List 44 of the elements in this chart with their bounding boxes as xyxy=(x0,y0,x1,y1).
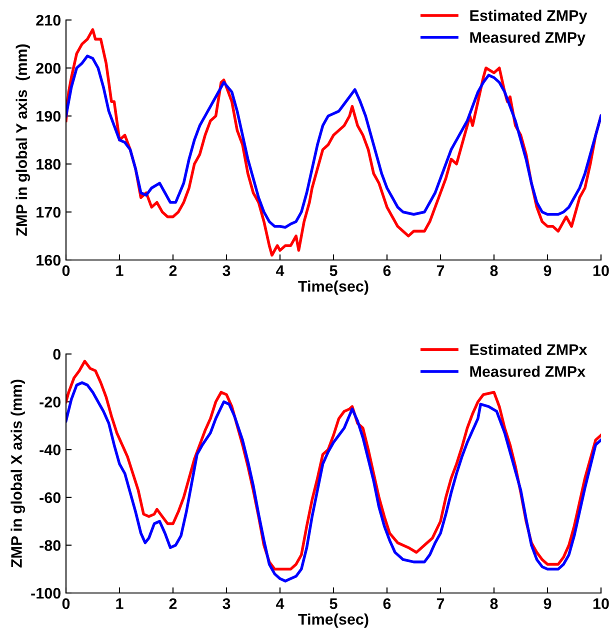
y-tick-label: 210 xyxy=(36,14,61,26)
y-tick-label: -60 xyxy=(40,492,61,504)
x-tick-label: 9 xyxy=(544,265,552,276)
y-tick-label: 160 xyxy=(36,254,61,266)
legend-label: Measured ZMPx xyxy=(470,366,586,377)
x-tick-label: 9 xyxy=(544,598,552,610)
y-tick-label: -80 xyxy=(40,540,61,551)
x-tick-label: 4 xyxy=(276,598,284,609)
x-tick-label: 1 xyxy=(116,265,124,276)
x-tick-label: 10 xyxy=(593,598,609,610)
x-tick-label: 8 xyxy=(490,265,498,276)
x-tick-label: 6 xyxy=(383,265,391,276)
y-tick-label: -20 xyxy=(40,396,61,408)
y-tick-label: 200 xyxy=(36,62,61,74)
x-tick-label: 6 xyxy=(383,598,391,610)
x-tick-label: 5 xyxy=(330,598,338,610)
legend-label: Estimated ZMPy xyxy=(470,10,588,24)
x-tick-label: 5 xyxy=(330,265,338,276)
y-axis-title: ZMP in global Y axis (mm) xyxy=(16,44,30,236)
x-tick-label: 8 xyxy=(490,598,498,610)
x-tick-label: 3 xyxy=(222,598,230,610)
line-series xyxy=(66,381,601,582)
x-axis-title: Time(sec) xyxy=(298,613,368,628)
x-tick-label: 7 xyxy=(436,598,444,609)
legend-label: Estimated ZMPx xyxy=(470,344,588,356)
x-tick-label: 3 xyxy=(222,265,230,276)
x-tick-label: 0 xyxy=(62,265,70,276)
y-tick-label: -100 xyxy=(31,588,61,599)
y-tick-label: 170 xyxy=(36,206,61,218)
line-series xyxy=(66,54,601,229)
x-tick-label: 1 xyxy=(116,598,124,609)
y-tick-label: -40 xyxy=(40,444,61,456)
x-axis-title: Time(sec) xyxy=(298,280,368,295)
legend-label: Measured ZMPy xyxy=(470,32,586,46)
x-tick-label: 4 xyxy=(276,265,284,276)
y-tick-label: 0 xyxy=(53,348,61,360)
y-axis-title: ZMP in global X axis (mm) xyxy=(10,380,26,568)
y-tick-label: 190 xyxy=(36,110,61,122)
x-tick-label: 10 xyxy=(593,265,609,276)
x-tick-label: 2 xyxy=(169,598,177,609)
x-tick-label: 7 xyxy=(436,265,444,276)
y-tick-label: 180 xyxy=(36,158,61,170)
x-tick-label: 2 xyxy=(169,265,177,276)
x-tick-label: 0 xyxy=(62,598,70,610)
